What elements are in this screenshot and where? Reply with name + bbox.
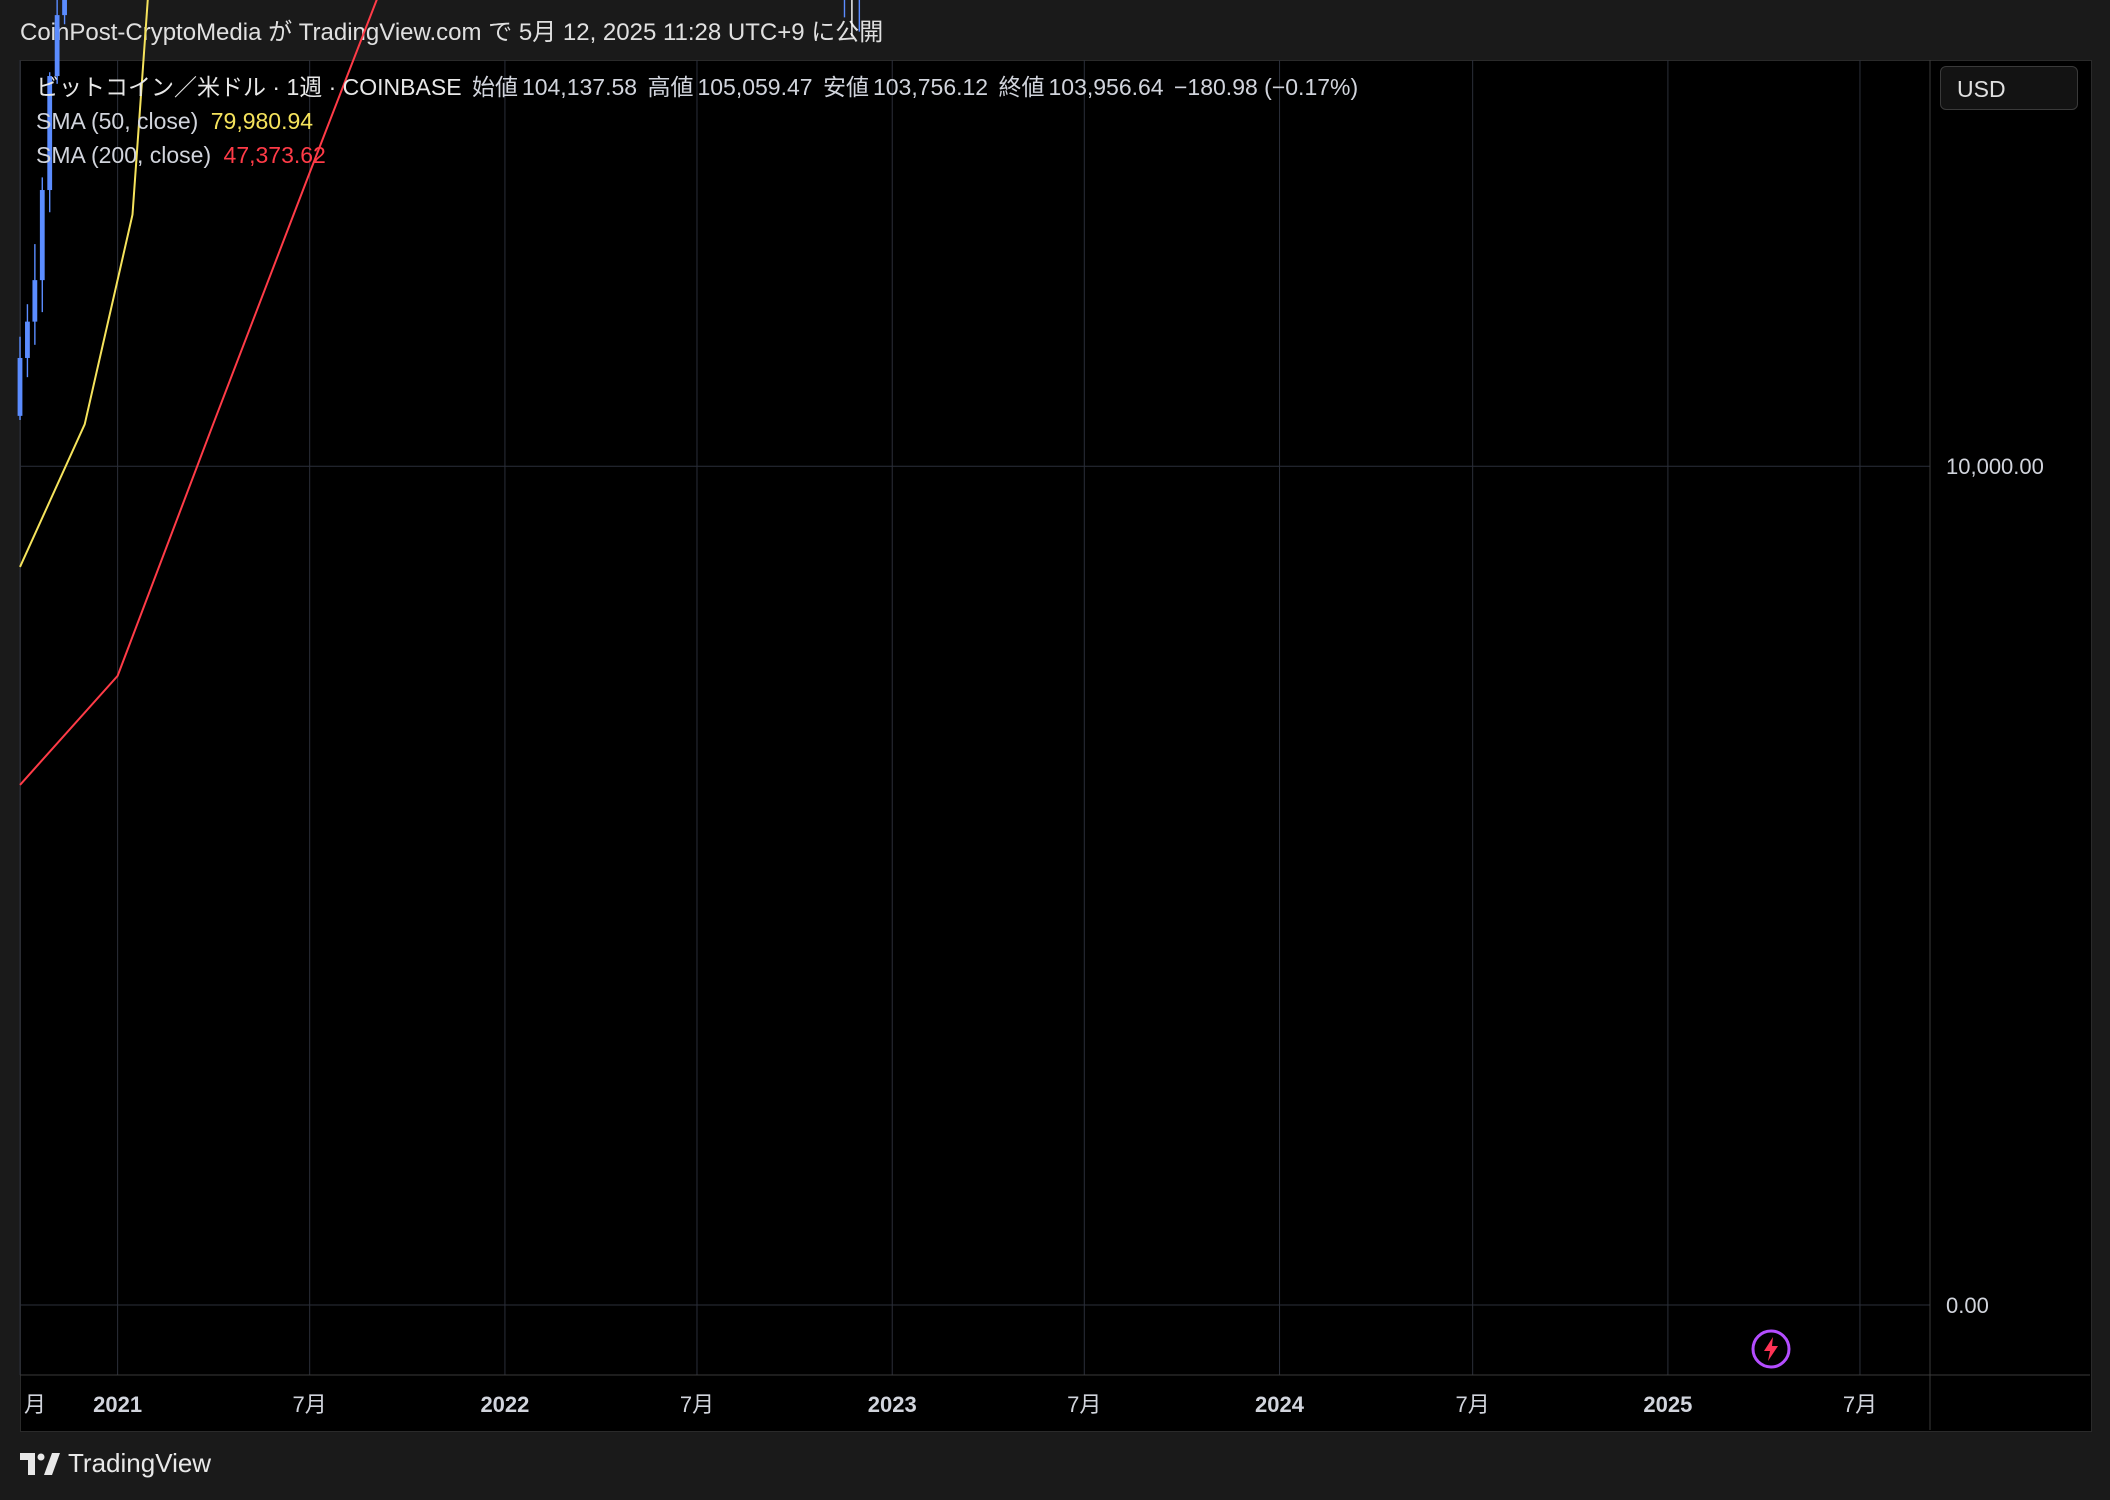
- low-value: 103,756.12: [872, 74, 989, 100]
- x-tick-label: 7月: [1456, 1392, 1490, 1417]
- candle-body[interactable]: [54, 15, 60, 77]
- x-tick-label: 2021: [93, 1392, 142, 1417]
- x-tick-label: 2023: [868, 1392, 917, 1417]
- x-tick-label: 2024: [1255, 1392, 1305, 1417]
- sma200-value: 47,373.62: [223, 142, 326, 168]
- sma200-line[interactable]: [19, 0, 1805, 786]
- x-tick-label: 2022: [480, 1392, 529, 1417]
- open-label: 始値: [471, 74, 518, 100]
- lightning-icon[interactable]: [1750, 1328, 1792, 1370]
- sma50-label: SMA (50, close): [36, 108, 199, 134]
- x-tick-label: 7月: [1843, 1392, 1877, 1417]
- x-tick-label: 月: [24, 1392, 46, 1417]
- footer-brand: TradingView: [20, 1448, 211, 1479]
- candle-body[interactable]: [17, 357, 23, 416]
- low-label: 安値: [822, 74, 869, 100]
- chart-frame: [20, 60, 2092, 1432]
- x-tick-label: 7月: [680, 1392, 714, 1417]
- ohlc-row: ビットコイン／米ドル · 1週 · COINBASE 始値 104,137.58 …: [36, 70, 1362, 104]
- currency-selector[interactable]: USD: [1940, 66, 2078, 110]
- high-label: 高値: [647, 74, 694, 100]
- change-value: −180.98 (−0.17%): [1174, 74, 1359, 100]
- x-tick-label: 7月: [1067, 1392, 1101, 1417]
- y-tick-label: 10,000.00: [1946, 454, 2044, 479]
- candle-body[interactable]: [32, 280, 38, 322]
- x-tick-label: 2025: [1643, 1392, 1692, 1417]
- x-tick-label: 7月: [293, 1392, 327, 1417]
- symbol-label[interactable]: ビットコイン／米ドル · 1週 · COINBASE: [36, 74, 462, 100]
- close-label: 終値: [998, 74, 1045, 100]
- high-value: 105,059.47: [697, 74, 813, 100]
- footer-brand-label: TradingView: [68, 1448, 212, 1478]
- candle-body[interactable]: [47, 76, 53, 191]
- sma200-row[interactable]: SMA (200, close) 47,373.62: [36, 138, 1362, 172]
- candle-body[interactable]: [39, 190, 45, 281]
- y-tick-label: 0.00: [1946, 1293, 1989, 1318]
- candle-body[interactable]: [25, 321, 30, 358]
- tradingview-logo-icon: [20, 1452, 60, 1475]
- sma50-row[interactable]: SMA (50, close) 79,980.94: [36, 104, 1362, 138]
- sma50-value: 79,980.94: [210, 108, 314, 134]
- publish-caption: CoinPost-CryptoMedia が TradingView.com で…: [20, 19, 884, 46]
- chart-legend: ビットコイン／米ドル · 1週 · COINBASE 始値 104,137.58 …: [36, 70, 1362, 172]
- open-value: 104,137.58: [521, 74, 638, 100]
- candle-body[interactable]: [62, 0, 67, 16]
- close-value: 103,956.64: [1048, 74, 1164, 100]
- sma200-label: SMA (200, close): [36, 142, 212, 168]
